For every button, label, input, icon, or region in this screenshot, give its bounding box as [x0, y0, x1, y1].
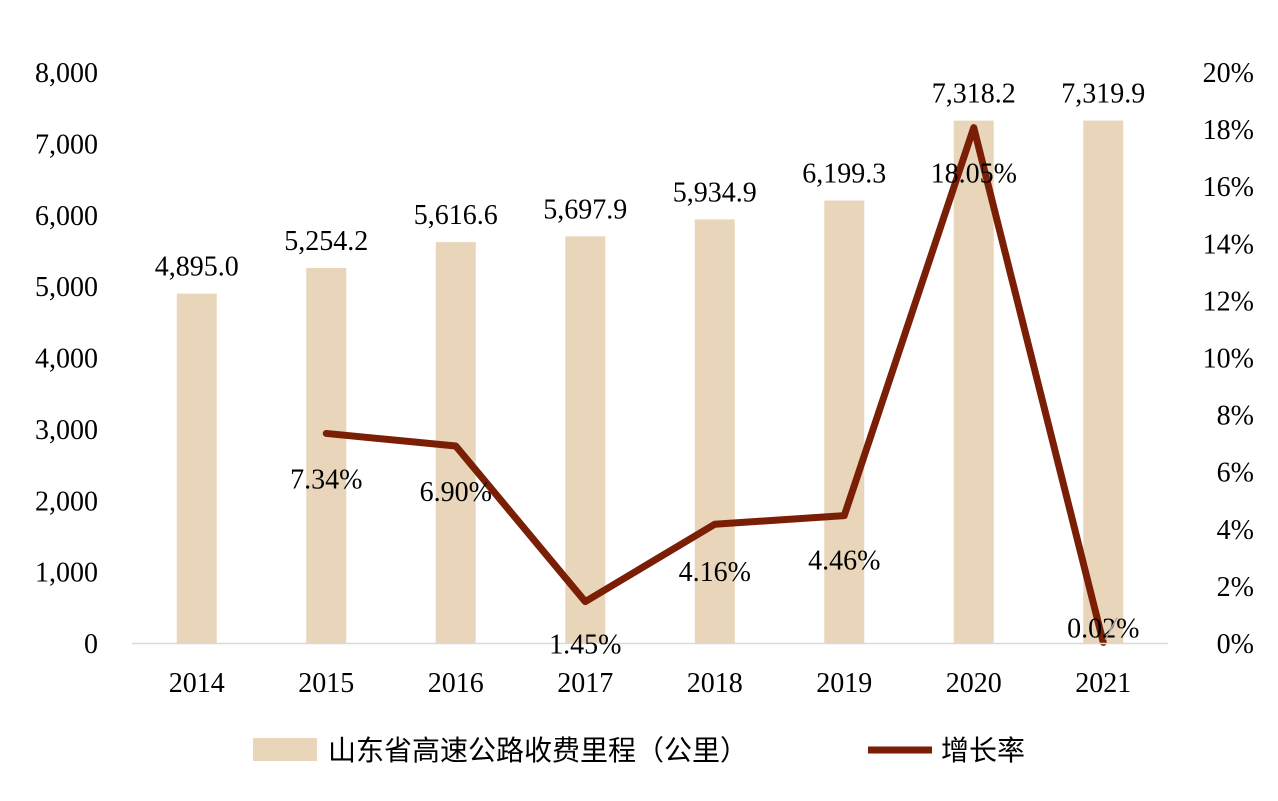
line-value-label: 0.02%	[1067, 613, 1139, 644]
legend-label-line: 增长率	[941, 734, 1025, 767]
bar-2021	[1083, 120, 1124, 644]
y-left-tick-label: 4,000	[35, 344, 98, 375]
line-value-label: 4.16%	[679, 557, 751, 588]
bar-value-label: 5,697.9	[543, 194, 627, 225]
y-left-tick-label: 3,000	[35, 415, 98, 446]
bar-2014	[176, 293, 217, 643]
x-tick-label: 2017	[557, 668, 613, 699]
bar-value-label: 6,199.3	[802, 159, 886, 190]
growth-rate-line	[322, 124, 1107, 646]
y-right-tick-label: 2%	[1217, 572, 1254, 603]
y-right-tick-label: 14%	[1203, 229, 1254, 260]
bar-value-label: 4,895.0	[155, 252, 239, 283]
y-left-tick-label: 5,000	[35, 272, 98, 303]
x-tick-label: 2015	[298, 668, 354, 699]
y-left-tick-label: 8,000	[35, 58, 98, 89]
y-left-tick-label: 6,000	[35, 201, 98, 232]
y-left-tick-label: 1,000	[35, 558, 98, 589]
line-value-label: 1.45%	[549, 630, 621, 661]
line-value-label: 18.05%	[931, 159, 1017, 190]
y-left-tick-label: 2,000	[35, 486, 98, 517]
bar-value-label: 7,318.2	[932, 79, 1016, 110]
y-right-tick-label: 16%	[1203, 172, 1254, 203]
bar-2020	[953, 120, 994, 644]
y-right-tick-label: 4%	[1217, 515, 1254, 546]
y-right-tick-label: 0%	[1217, 629, 1254, 660]
legend-label-bar: 山东省高速公路收费里程（公里）	[328, 734, 748, 767]
bar-value-label: 5,934.9	[673, 177, 757, 208]
y-left-tick-label: 0	[84, 629, 98, 660]
x-tick-label: 2019	[816, 668, 872, 699]
x-tick-label: 2016	[428, 668, 484, 699]
bar-value-label: 7,319.9	[1061, 79, 1145, 110]
line-value-label: 4.46%	[808, 546, 880, 577]
y-right-tick-label: 6%	[1217, 458, 1254, 489]
bar-2015	[306, 267, 347, 643]
y-right-tick-label: 20%	[1203, 58, 1254, 89]
bar-value-label: 5,254.2	[284, 226, 368, 257]
bar-2018	[694, 219, 735, 643]
y-right-tick-label: 8%	[1217, 401, 1254, 432]
line-value-label: 7.34%	[290, 464, 362, 495]
x-tick-label: 2020	[946, 668, 1002, 699]
line-value-label: 6.90%	[420, 477, 492, 508]
leader-line	[1104, 617, 1118, 640]
y-right-tick-label: 10%	[1203, 344, 1254, 375]
x-tick-label: 2014	[169, 668, 225, 699]
y-right-tick-label: 12%	[1203, 286, 1254, 317]
y-right-tick-label: 18%	[1203, 115, 1254, 146]
bar-value-label: 5,616.6	[414, 200, 498, 231]
legend-swatch-bar	[253, 738, 317, 761]
y-left-tick-label: 7,000	[35, 129, 98, 160]
x-tick-label: 2018	[687, 668, 743, 699]
bar-2017	[565, 236, 606, 644]
bar-2019	[824, 200, 865, 643]
x-tick-label: 2021	[1075, 668, 1131, 699]
